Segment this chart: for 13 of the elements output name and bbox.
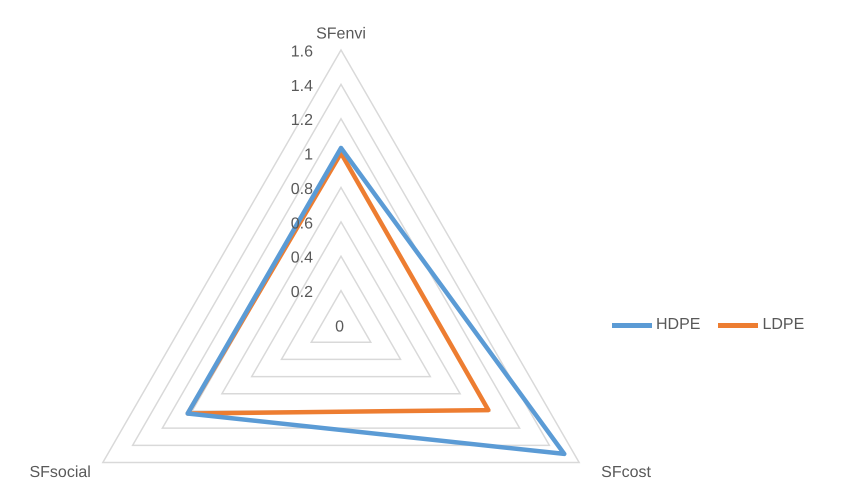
legend-label: LDPE [762,316,804,334]
y-tick-label: 1.6 [290,43,314,60]
y-tick-label: 1 [304,146,314,164]
y-tick-label: 0.8 [290,180,314,198]
spoke-label: SFsocial [29,464,91,480]
spoke-label: SFcost [601,464,652,480]
y-tick-label: 1.4 [290,78,314,95]
y-tick-label: 0 [335,318,344,336]
spoke-label: SFenvi [316,25,366,42]
y-tick-label: 0.4 [290,250,314,267]
y-tick-label: 1.2 [290,112,314,130]
y-tick-label: 0.2 [290,284,314,302]
legend-label: HDPE [656,316,700,334]
